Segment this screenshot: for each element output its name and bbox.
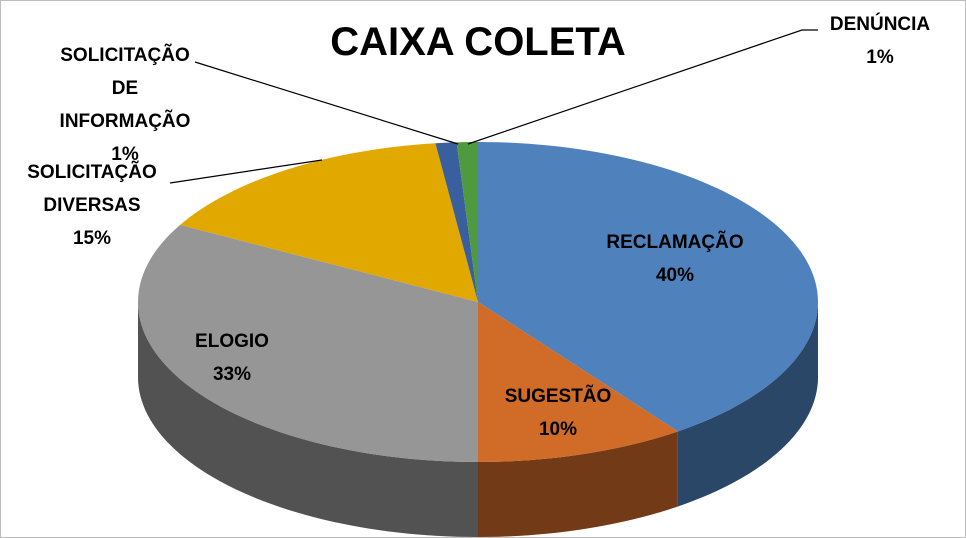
data-label: RECLAMAÇÃO 40% [575, 226, 775, 292]
value-label: 1% [866, 47, 894, 68]
slice [456, 142, 478, 302]
slice-side-shade [478, 431, 678, 537]
leader-line [467, 29, 818, 145]
category-label: DENÚNCIA [829, 14, 931, 35]
value-label: 15% [72, 228, 112, 249]
slice [180, 143, 478, 302]
category-label: ELOGIO [195, 331, 269, 352]
slice [435, 142, 478, 302]
data-label: SUGESTÃO 10% [458, 380, 658, 446]
slice [138, 224, 478, 462]
category-label: SUGESTÃO [504, 386, 612, 407]
value-label: 10% [538, 419, 578, 440]
category-label: SOLICITAÇÃO DIVERSAS [27, 162, 157, 216]
slice [478, 302, 678, 462]
category-label: RECLAMAÇÃO [606, 232, 744, 253]
data-label: SOLICITAÇÃO DE INFORMAÇÃO 1% [50, 39, 200, 171]
data-label: DENÚNCIA 1% [805, 8, 955, 74]
leader-line [194, 61, 459, 145]
leader-line [169, 159, 323, 184]
data-label: SOLICITAÇÃO DIVERSAS 15% [17, 156, 167, 255]
slice-side [138, 302, 478, 537]
data-label: ELOGIO 33% [157, 325, 307, 391]
slice [478, 142, 818, 432]
chart-title: CAIXA COLETA [330, 20, 626, 64]
slice-side [478, 431, 678, 537]
value-label: 1% [111, 144, 139, 165]
slice-side-shade [677, 302, 818, 507]
slices [138, 142, 818, 537]
category-label: SOLICITAÇÃO DE INFORMAÇÃO [59, 45, 191, 132]
value-label: 33% [212, 364, 252, 385]
slice-side [677, 302, 818, 507]
value-label: 40% [655, 265, 695, 286]
slice-side-shade [138, 302, 478, 537]
